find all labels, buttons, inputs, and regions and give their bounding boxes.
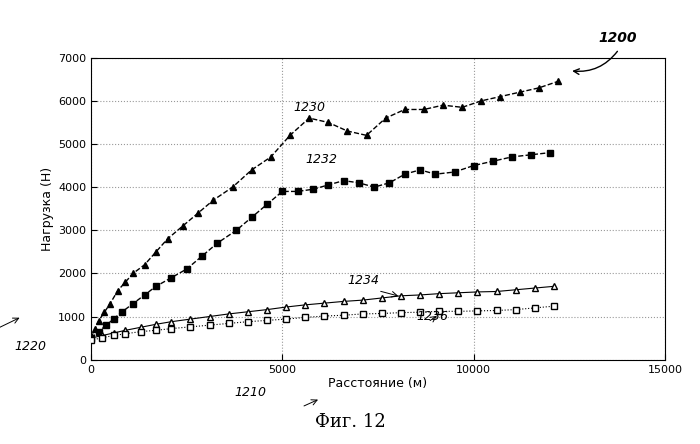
Text: 1220: 1220 xyxy=(14,340,46,353)
Text: 1230: 1230 xyxy=(294,101,326,114)
X-axis label: Расстояние (м): Расстояние (м) xyxy=(328,377,428,390)
Text: 1234: 1234 xyxy=(347,274,379,287)
Text: 1200: 1200 xyxy=(598,31,637,45)
Y-axis label: Нагрузка (Н): Нагрузка (Н) xyxy=(41,166,54,251)
Text: 1232: 1232 xyxy=(305,153,337,166)
Text: Фиг. 12: Фиг. 12 xyxy=(314,412,386,431)
Text: 1210: 1210 xyxy=(234,386,266,400)
Text: 1236: 1236 xyxy=(416,309,448,322)
